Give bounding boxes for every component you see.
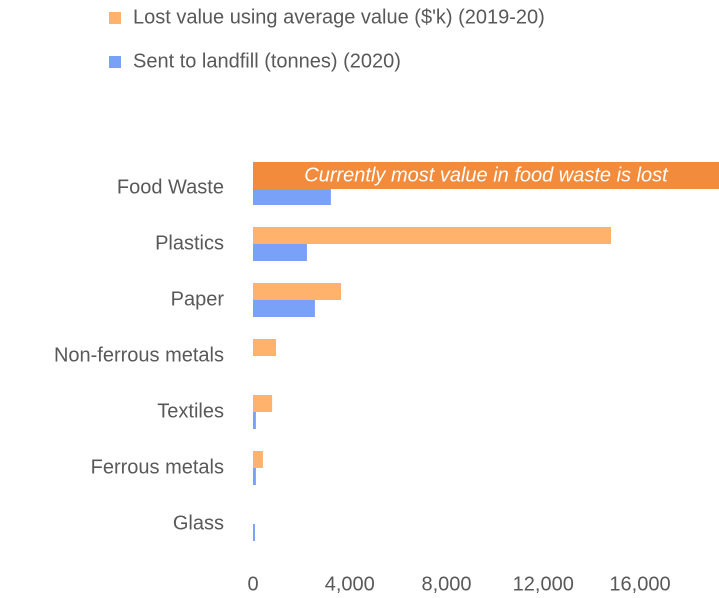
x-tick-label: 12,000 xyxy=(513,573,574,595)
bar xyxy=(253,412,256,429)
bar xyxy=(253,451,263,468)
x-tick-label: 0 xyxy=(247,573,258,595)
legend-swatch xyxy=(109,12,121,24)
annotation: Currently most value in food waste is lo… xyxy=(304,164,669,186)
x-tick-label: 16,000 xyxy=(609,573,670,595)
x-tick-label: 4,000 xyxy=(325,573,375,595)
bar xyxy=(253,227,611,244)
bar xyxy=(253,339,276,356)
category-label: Food Waste xyxy=(117,176,224,198)
bar xyxy=(253,300,315,317)
bar xyxy=(253,395,273,412)
category-label: Paper xyxy=(171,288,225,310)
category-label: Glass xyxy=(173,512,224,534)
annotation-box xyxy=(253,162,719,189)
legend-label: Sent to landfill (tonnes) (2020) xyxy=(133,50,401,72)
bar xyxy=(253,283,342,300)
category-label: Plastics xyxy=(155,232,224,254)
legend-label: Lost value using average value ($'k) (20… xyxy=(133,6,545,28)
legend-swatch xyxy=(109,56,121,68)
bar xyxy=(253,524,255,541)
category-label: Textiles xyxy=(157,400,224,422)
category-label: Ferrous metals xyxy=(91,456,224,478)
bar xyxy=(253,468,256,485)
x-tick-label: 8,000 xyxy=(421,573,471,595)
bar xyxy=(253,188,331,205)
category-label: Non-ferrous metals xyxy=(54,344,224,366)
bar xyxy=(253,244,307,261)
